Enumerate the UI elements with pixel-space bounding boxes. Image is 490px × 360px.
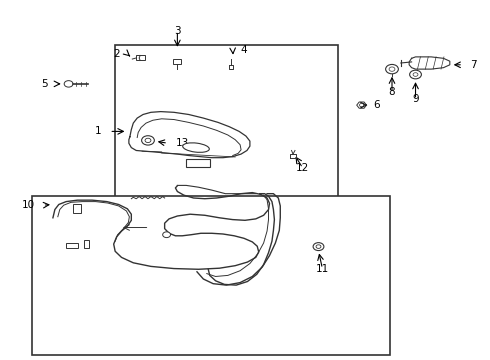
Circle shape [163, 232, 171, 238]
Circle shape [145, 138, 151, 143]
Text: 11: 11 [316, 264, 329, 274]
Bar [115, 45, 338, 203]
Text: 4: 4 [240, 45, 247, 55]
Circle shape [64, 81, 73, 87]
Text: 7: 7 [470, 60, 477, 70]
Ellipse shape [183, 143, 209, 152]
Bar [186, 159, 210, 167]
Circle shape [386, 64, 398, 74]
Text: 12: 12 [296, 163, 310, 173]
Circle shape [410, 70, 421, 79]
Text: 13: 13 [175, 138, 189, 148]
Circle shape [142, 136, 154, 145]
Text: 1: 1 [95, 126, 102, 136]
Text: 3: 3 [174, 26, 181, 36]
Bar [32, 196, 390, 355]
FancyBboxPatch shape [173, 59, 181, 64]
Bar [66, 243, 78, 248]
Circle shape [313, 243, 324, 251]
Text: 9: 9 [412, 94, 419, 104]
Circle shape [316, 245, 321, 248]
Bar [73, 204, 81, 213]
Text: 8: 8 [389, 87, 395, 97]
Bar [84, 240, 89, 248]
Circle shape [389, 67, 395, 71]
Text: 10: 10 [22, 200, 35, 210]
FancyBboxPatch shape [136, 55, 145, 60]
Text: 6: 6 [373, 100, 380, 110]
Circle shape [413, 73, 418, 76]
Text: 5: 5 [41, 79, 48, 89]
Text: 2: 2 [113, 49, 120, 59]
